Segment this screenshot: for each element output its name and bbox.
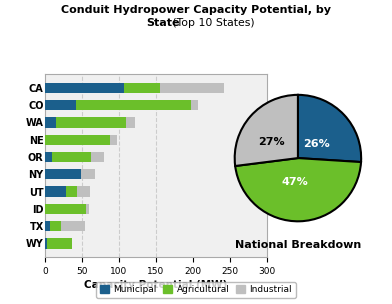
Bar xyxy=(124,83,160,93)
Bar xyxy=(66,186,77,197)
Bar xyxy=(53,152,91,162)
Bar xyxy=(80,169,95,179)
Bar xyxy=(56,117,126,128)
Bar xyxy=(110,135,118,145)
Text: 27%: 27% xyxy=(258,137,285,147)
Bar xyxy=(91,152,104,162)
Bar xyxy=(160,83,224,93)
Bar xyxy=(45,221,50,231)
Bar xyxy=(45,169,80,179)
Wedge shape xyxy=(235,158,361,221)
X-axis label: Capacity Potential (MW): Capacity Potential (MW) xyxy=(84,280,227,290)
Bar xyxy=(86,204,89,214)
Bar xyxy=(47,238,73,249)
Wedge shape xyxy=(298,95,361,162)
Text: National Breakdown: National Breakdown xyxy=(235,240,361,250)
Text: 47%: 47% xyxy=(281,177,308,187)
Bar xyxy=(126,117,135,128)
Text: Conduit Hydropower Capacity Potential, by: Conduit Hydropower Capacity Potential, b… xyxy=(61,5,331,15)
Legend: Municipal, Agricultural, Industrial: Municipal, Agricultural, Industrial xyxy=(96,282,296,298)
Bar xyxy=(45,117,56,128)
Text: (Top 10 States): (Top 10 States) xyxy=(169,18,254,28)
Text: State: State xyxy=(146,18,180,28)
Bar xyxy=(45,135,110,145)
Bar xyxy=(45,204,86,214)
Wedge shape xyxy=(235,95,298,166)
Bar xyxy=(45,152,53,162)
Bar xyxy=(50,221,61,231)
Bar xyxy=(45,186,66,197)
Bar xyxy=(191,100,198,110)
Bar xyxy=(45,83,124,93)
Text: 26%: 26% xyxy=(303,139,330,149)
Bar xyxy=(61,221,85,231)
Bar xyxy=(76,100,191,110)
Bar xyxy=(77,186,90,197)
Bar xyxy=(45,238,47,249)
Bar xyxy=(45,100,76,110)
